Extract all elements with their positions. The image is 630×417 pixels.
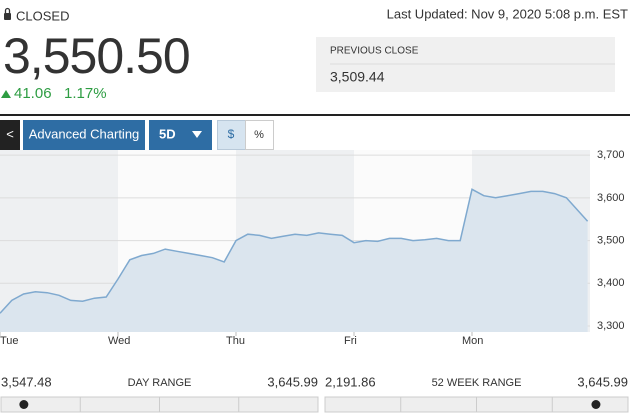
status: CLOSED [16,8,69,23]
range-low: 3,547.48 [1,374,52,389]
ranges: 3,547.48 DAY RANGE 3,645.99 2,191.86 52 WEEK… [0,374,629,413]
area-fill [0,189,588,332]
range-label: 5D [159,126,176,141]
x-tick-label: Tue [0,335,19,347]
dollar-button[interactable]: $ [217,120,246,150]
range-high: 3,645.99 [267,374,318,389]
price: 3,550.50 [3,28,190,84]
y-tick-label: 3,700 [597,149,625,161]
y-tick-label: 3,600 [597,192,625,204]
percent-button[interactable]: % [245,120,274,150]
back-label: < [6,126,14,141]
percent-label: % [254,129,264,141]
advanced-bg [23,120,145,150]
chart: 3,300 3,400 3,500 3,600 3,700 Tue Wed Thu Fri Mon [0,149,625,347]
advanced-label: Advanced Charting [29,126,140,141]
back-bg [0,120,20,150]
x-tick-label: Mon [462,335,483,347]
range-label: 52 WEEK RANGE [432,377,522,389]
dollar-bg [217,120,246,150]
y-tick-label: 3,400 [597,277,625,289]
range-button[interactable]: 5D [149,120,212,150]
lock-icon [4,13,11,20]
range-low: 2,191.86 [325,374,376,389]
y-tick-label: 3,300 [597,320,625,332]
previous-close-label: PREVIOUS CLOSE [330,46,419,57]
advanced-button[interactable]: Advanced Charting [23,120,145,150]
percent-bg [245,120,274,150]
change-percent: 1.17% [64,85,107,102]
x-tick-label: Fri [344,335,357,347]
dollar-label: $ [228,127,235,141]
range-marker [591,400,601,409]
price-line [0,188,589,314]
previous-close: 3,509.44 [330,69,385,85]
x-tick-label: Thu [226,335,245,347]
back-button[interactable]: < [0,120,20,150]
dropdown-arrow [192,131,202,138]
lock-shackle [4,7,11,13]
last-updated: Last Updated: Nov 9, 2020 5:08 p.m. EST [387,6,628,21]
range-label: DAY RANGE [128,377,192,389]
range-marker [19,400,29,409]
range-bg [149,120,212,150]
range-high: 3,645.99 [577,374,628,389]
up-arrow [1,90,11,98]
change: 41.06 [14,85,52,102]
y-tick-label: 3,500 [597,234,625,246]
x-tick-label: Wed [108,335,130,347]
